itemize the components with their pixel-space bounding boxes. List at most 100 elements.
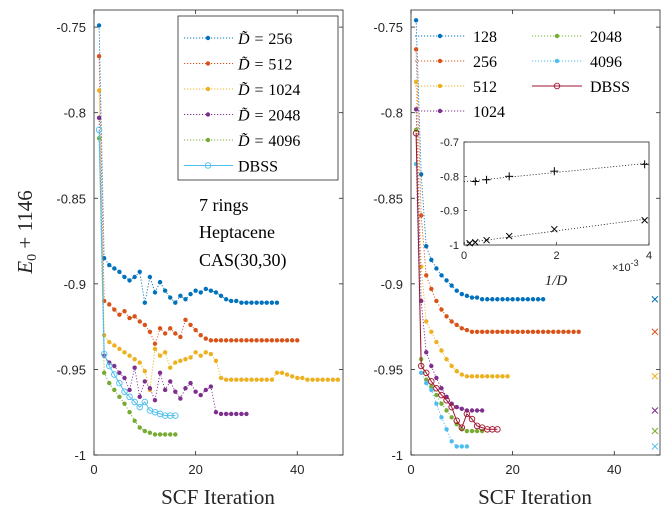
data-point	[469, 329, 475, 334]
data-point	[208, 351, 214, 357]
x-tick-label: 0	[90, 462, 97, 477]
data-point	[413, 79, 419, 85]
data-point	[147, 430, 153, 435]
legend-label-1024: D̃ = 1024	[237, 81, 300, 99]
extrapolated-marker	[651, 427, 659, 435]
data-point	[520, 329, 525, 334]
data-point	[424, 243, 429, 249]
series-line-dbss	[415, 133, 498, 430]
data-point	[269, 300, 275, 305]
data-point	[96, 88, 102, 93]
inset-point	[471, 238, 479, 246]
data-point	[188, 380, 193, 386]
data-point	[459, 326, 465, 331]
data-point	[239, 411, 244, 417]
x-tick-label: 0	[407, 462, 414, 477]
data-point	[127, 278, 132, 283]
data-point	[448, 403, 455, 411]
data-point	[107, 380, 112, 386]
right-plot-content	[412, 18, 659, 450]
data-point	[433, 385, 440, 392]
data-point	[485, 374, 490, 379]
data-point	[126, 393, 133, 401]
data-point	[439, 415, 444, 420]
data-point	[254, 338, 259, 343]
data-point	[157, 432, 163, 437]
left-x-axis-label: SCF Iteration	[161, 485, 275, 509]
annotation-cas: CAS(30,30)	[199, 250, 287, 271]
data-point	[434, 401, 439, 406]
data-point	[279, 370, 285, 376]
data-point	[429, 363, 434, 369]
data-point	[116, 379, 123, 387]
x-tick-label: 40	[290, 462, 304, 477]
data-point	[434, 266, 439, 271]
extrapolated-marker	[651, 328, 659, 336]
legend-label-2048: 2048	[590, 29, 622, 46]
inset-point	[482, 175, 491, 184]
legend-swatch-marker	[554, 33, 560, 39]
legend-swatch-marker	[205, 137, 211, 143]
inset-plot-area	[463, 141, 650, 246]
data-point	[259, 377, 264, 382]
legend-label-512: 512	[473, 79, 497, 96]
data-point	[284, 338, 290, 343]
data-point	[500, 297, 505, 302]
legend-label-4096: 4096	[590, 54, 622, 71]
data-point	[428, 378, 435, 385]
data-point	[274, 338, 280, 343]
data-point	[259, 338, 264, 343]
y-tick-label: -0.8	[64, 106, 86, 121]
data-point	[183, 317, 188, 322]
data-point	[485, 297, 490, 302]
data-point	[424, 377, 429, 382]
data-point	[495, 374, 500, 379]
data-point	[127, 315, 132, 321]
data-point	[188, 355, 193, 360]
data-point	[193, 327, 198, 333]
data-point	[96, 54, 102, 59]
data-point	[111, 371, 118, 378]
left-legend-box	[177, 15, 339, 181]
legend-label-2048: D̃ = 2048	[237, 107, 300, 125]
legend-swatch-marker	[553, 82, 561, 90]
data-point	[157, 326, 163, 331]
data-point	[279, 338, 285, 343]
x-tick-label: 40	[607, 462, 621, 477]
data-point	[213, 290, 219, 295]
data-point	[474, 329, 480, 334]
data-point	[469, 295, 475, 300]
data-point	[500, 374, 505, 379]
data-point	[234, 338, 239, 343]
data-point	[454, 288, 459, 293]
data-point	[449, 363, 454, 369]
data-point	[444, 314, 449, 319]
data-point	[100, 350, 108, 358]
data-point	[434, 298, 439, 304]
data-point	[162, 387, 168, 393]
inset-y-tick-label: -0.9	[440, 206, 459, 218]
data-point	[429, 286, 434, 292]
data-point	[234, 411, 239, 417]
data-point	[162, 331, 168, 336]
inset-fit-line	[463, 162, 650, 183]
inset-x-tick-label: 0	[461, 250, 467, 262]
data-point	[198, 290, 203, 295]
left-plot-frame	[93, 9, 344, 456]
data-point	[229, 377, 234, 382]
data-point	[463, 410, 471, 418]
data-point	[289, 338, 295, 343]
data-point	[117, 269, 122, 275]
data-point	[122, 350, 127, 355]
data-point	[525, 297, 531, 302]
data-point	[454, 404, 459, 410]
data-point	[305, 377, 310, 382]
data-point	[193, 288, 198, 293]
legend-label-dbss: DBSS	[590, 79, 630, 96]
data-point	[500, 329, 505, 334]
data-point	[444, 408, 449, 413]
data-point	[254, 377, 259, 382]
y-tick-label: -1	[74, 448, 86, 463]
data-point	[229, 411, 234, 417]
left-legend: D̃ = 256 D̃ = 512 D̃ = 1024 D̃ = 2048 D̃ = 4…	[177, 15, 339, 181]
